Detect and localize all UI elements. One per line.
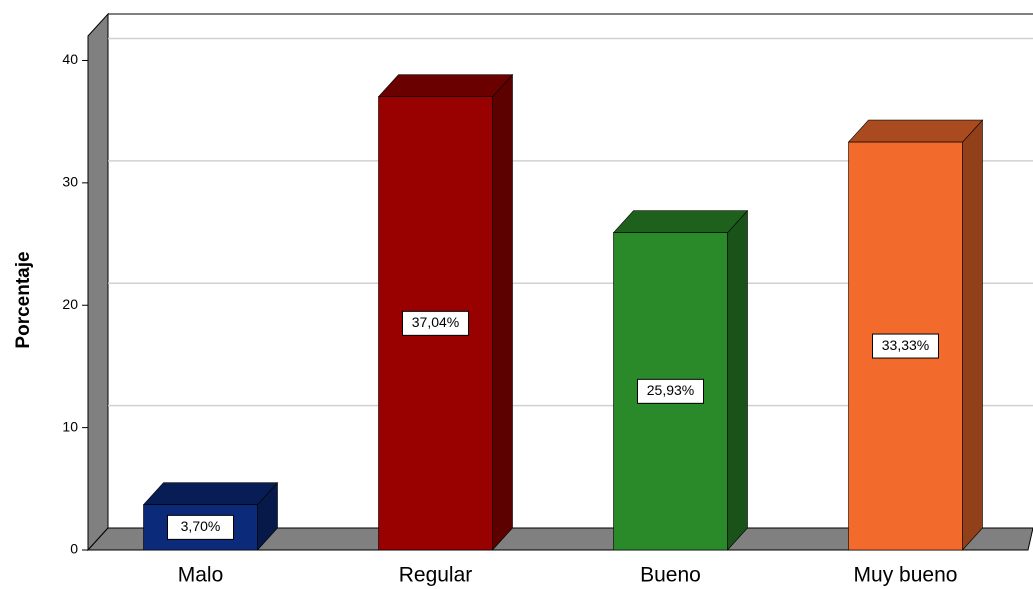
value-label-box: [637, 378, 704, 404]
bar: [142, 481, 279, 551]
left-wall: [87, 12, 109, 552]
value-label-box: [402, 310, 469, 336]
value-label: 25,93%: [647, 382, 694, 398]
y-tick-label: 0: [70, 541, 78, 557]
bar-front: [143, 504, 258, 551]
y-axis-title: Porcentaje: [13, 251, 34, 348]
bar-top: [142, 482, 279, 506]
bar-top: [847, 119, 984, 143]
y-tick-label: 30: [62, 174, 78, 190]
x-tick-label: Bueno: [640, 564, 701, 587]
x-tick-label: Regular: [399, 564, 473, 587]
x-tick-label: Malo: [178, 564, 224, 587]
bar-top: [377, 74, 514, 98]
value-label-box: [167, 514, 234, 540]
y-tick-label: 10: [62, 418, 78, 434]
bar: [612, 209, 749, 551]
value-label-box: [872, 333, 939, 359]
bar-side: [492, 73, 513, 551]
x-tick-label: Muy bueno: [854, 564, 958, 587]
bar-side: [962, 119, 983, 551]
value-label: 33,33%: [882, 337, 929, 353]
bar-top: [612, 210, 749, 233]
value-label: 37,04%: [412, 314, 459, 330]
y-tick-label: 40: [62, 51, 78, 67]
value-label: 3,70%: [181, 518, 221, 534]
bar: [377, 73, 514, 551]
bar-side: [727, 209, 748, 551]
y-tick-label: 20: [62, 296, 78, 312]
